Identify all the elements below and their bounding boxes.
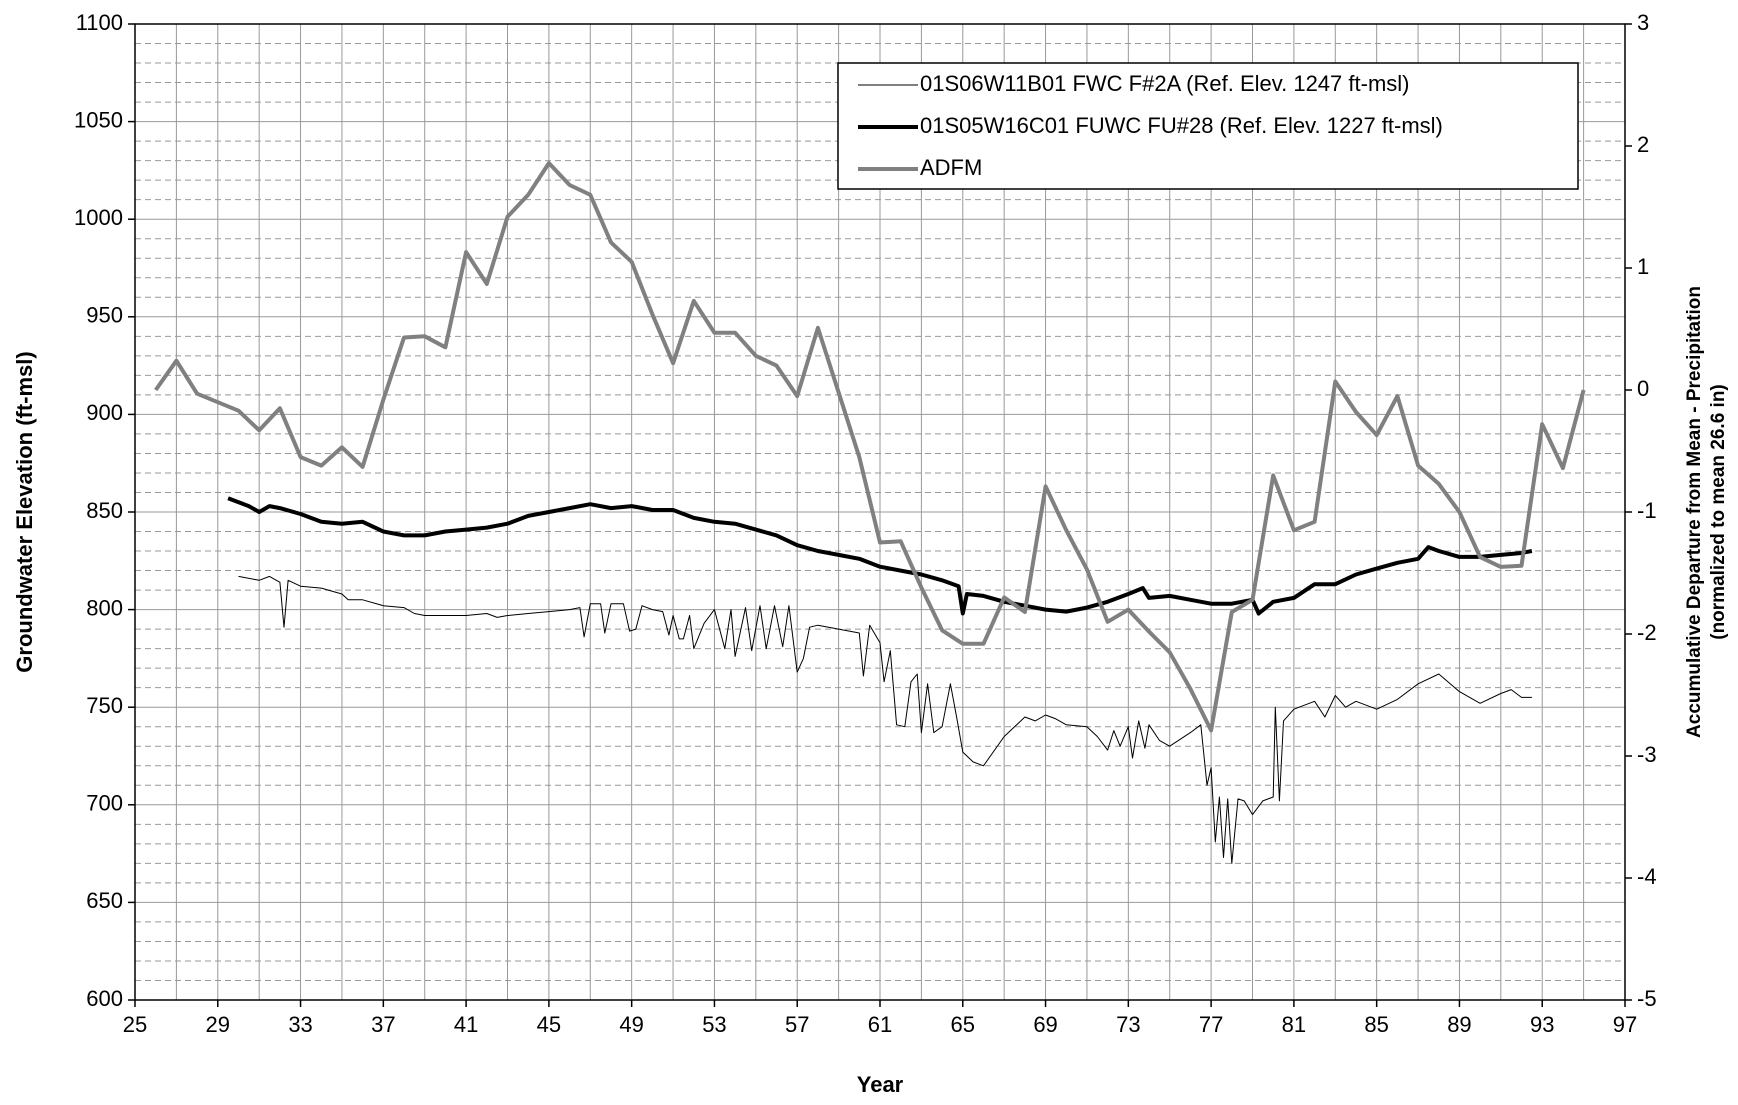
x-tick-label: 53	[702, 1012, 726, 1037]
legend-label: ADFM	[920, 155, 982, 180]
x-axis-label: Year	[857, 1072, 904, 1097]
y2-axis-label: (normalized to mean 26.6 in)	[1708, 384, 1729, 640]
y2-axis-label: Accumulative Departure from Mean - Preci…	[1684, 286, 1705, 738]
y-tick-label: 850	[86, 498, 123, 523]
legend: 01S06W11B01 FWC F#2A (Ref. Elev. 1247 ft…	[837, 62, 1579, 190]
y-tick-label: 950	[86, 303, 123, 328]
y-tick-label: 700	[86, 791, 123, 816]
x-tick-label: 97	[1613, 1012, 1637, 1037]
x-tick-label: 65	[951, 1012, 975, 1037]
x-tick-label: 81	[1282, 1012, 1306, 1037]
x-tick-label: 29	[206, 1012, 230, 1037]
y-tick-label: 900	[86, 400, 123, 425]
y2-tick-label: -1	[1637, 498, 1657, 523]
y-tick-label: 1100	[76, 10, 123, 35]
x-tick-label: 73	[1116, 1012, 1140, 1037]
axes: 600650700750800850900950100010501100-5-4…	[74, 10, 1657, 1037]
y-tick-label: 750	[86, 693, 123, 718]
y2-tick-label: -5	[1637, 986, 1657, 1011]
y2-tick-label: 1	[1637, 254, 1649, 279]
x-tick-label: 25	[123, 1012, 147, 1037]
x-tick-label: 89	[1447, 1012, 1471, 1037]
x-tick-label: 93	[1530, 1012, 1554, 1037]
y-tick-label: 650	[86, 888, 123, 913]
y-tick-label: 800	[86, 595, 123, 620]
y2-tick-label: 3	[1637, 10, 1649, 35]
plot-lines	[154, 161, 1586, 864]
y-tick-label: 600	[86, 986, 123, 1011]
y2-tick-label: 2	[1637, 132, 1649, 157]
x-tick-label: 69	[1033, 1012, 1057, 1037]
series-line	[238, 575, 1532, 864]
x-tick-label: 45	[537, 1012, 561, 1037]
series-line	[227, 496, 1533, 616]
y-axis-label: Groundwater Elevation (ft-msl)	[12, 351, 37, 672]
x-tick-label: 37	[371, 1012, 395, 1037]
y-tick-label: 1050	[74, 107, 123, 132]
x-tick-label: 61	[868, 1012, 892, 1037]
legend-box	[837, 62, 1579, 190]
x-tick-label: 57	[785, 1012, 809, 1037]
x-tick-label: 41	[454, 1012, 478, 1037]
x-tick-label: 49	[619, 1012, 643, 1037]
y2-tick-label: -2	[1637, 620, 1657, 645]
x-tick-label: 77	[1199, 1012, 1223, 1037]
y2-tick-label: -3	[1637, 742, 1657, 767]
y-tick-label: 1000	[74, 205, 123, 230]
y2-tick-label: 0	[1637, 376, 1649, 401]
legend-label: 01S06W11B01 FWC F#2A (Ref. Elev. 1247 ft…	[920, 71, 1409, 96]
x-tick-label: 33	[288, 1012, 312, 1037]
y2-tick-label: -4	[1637, 864, 1657, 889]
series-line	[154, 161, 1586, 733]
legend-label: 01S05W16C01 FUWC FU#28 (Ref. Elev. 1227 …	[920, 113, 1443, 138]
x-tick-label: 85	[1364, 1012, 1388, 1037]
